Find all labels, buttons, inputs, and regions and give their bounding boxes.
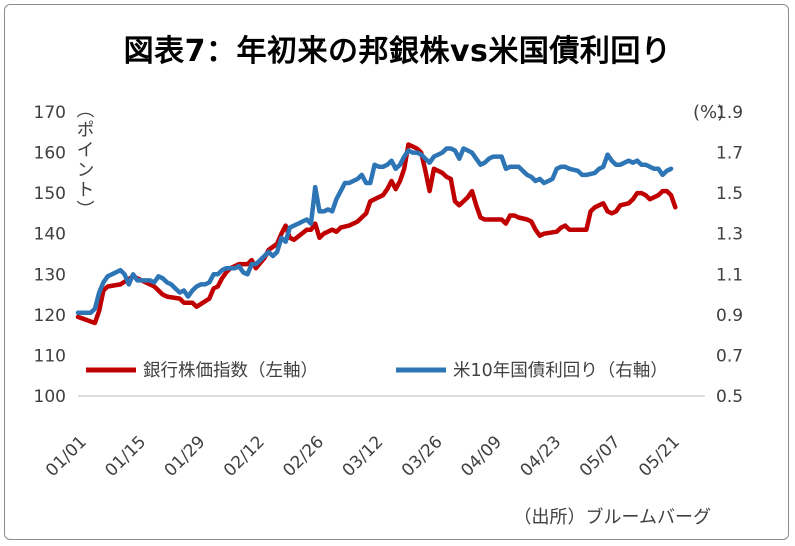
y-left-tick-label: 110 (34, 346, 66, 366)
x-tick-label: 01/15 (101, 432, 150, 481)
y-right-tick-label: 1.5 (716, 184, 743, 204)
x-tick-label: 02/26 (279, 432, 328, 481)
y-right-axis-label: (%) (693, 102, 724, 123)
x-tick-label: 04/09 (457, 432, 506, 481)
y-left-tick-label: 120 (34, 306, 66, 326)
x-tick-label: 01/01 (42, 432, 91, 481)
y-left-tick-label: 130 (34, 265, 66, 285)
y-left-tick-label: 140 (34, 225, 66, 245)
legend-label-bank-index: 銀行株価指数（左軸） (143, 361, 318, 381)
x-tick-label: 05/07 (576, 432, 625, 481)
chart-frame (4, 4, 789, 540)
y-left-axis-label: （ポイント） (74, 100, 95, 220)
y-right-tick-label: 1.9 (716, 103, 743, 123)
y-right-tick-label: 0.5 (716, 387, 743, 407)
x-tick-label: 03/12 (339, 432, 388, 481)
x-tick-label: 01/29 (161, 432, 210, 481)
y-right-tick-label: 0.7 (716, 346, 743, 366)
x-tick-label: 03/26 (398, 432, 447, 481)
x-tick-label: 02/12 (220, 432, 269, 481)
series-line-us10y (75, 146, 674, 316)
chart-title: 図表7：年初来の邦銀株vs米国債利回り (123, 34, 672, 69)
y-left-tick-label: 170 (34, 103, 66, 123)
y-left-tick-label: 100 (34, 387, 66, 407)
legend-label-us10y: 米10年国債利回り（右軸） (453, 361, 668, 381)
y-right-tick-label: 0.9 (716, 306, 743, 326)
y-right-tick-label: 1.1 (716, 265, 743, 285)
y-right-tick-label: 1.3 (716, 225, 743, 245)
y-right-tick-label: 1.7 (716, 144, 743, 164)
x-tick-label: 04/23 (517, 432, 566, 481)
source-note: （出所）ブルームバーグ (513, 507, 711, 528)
x-tick-label: 05/21 (635, 432, 684, 481)
y-left-tick-label: 160 (34, 144, 66, 164)
series-line-bank-index (75, 142, 678, 326)
y-left-tick-label: 150 (34, 184, 66, 204)
